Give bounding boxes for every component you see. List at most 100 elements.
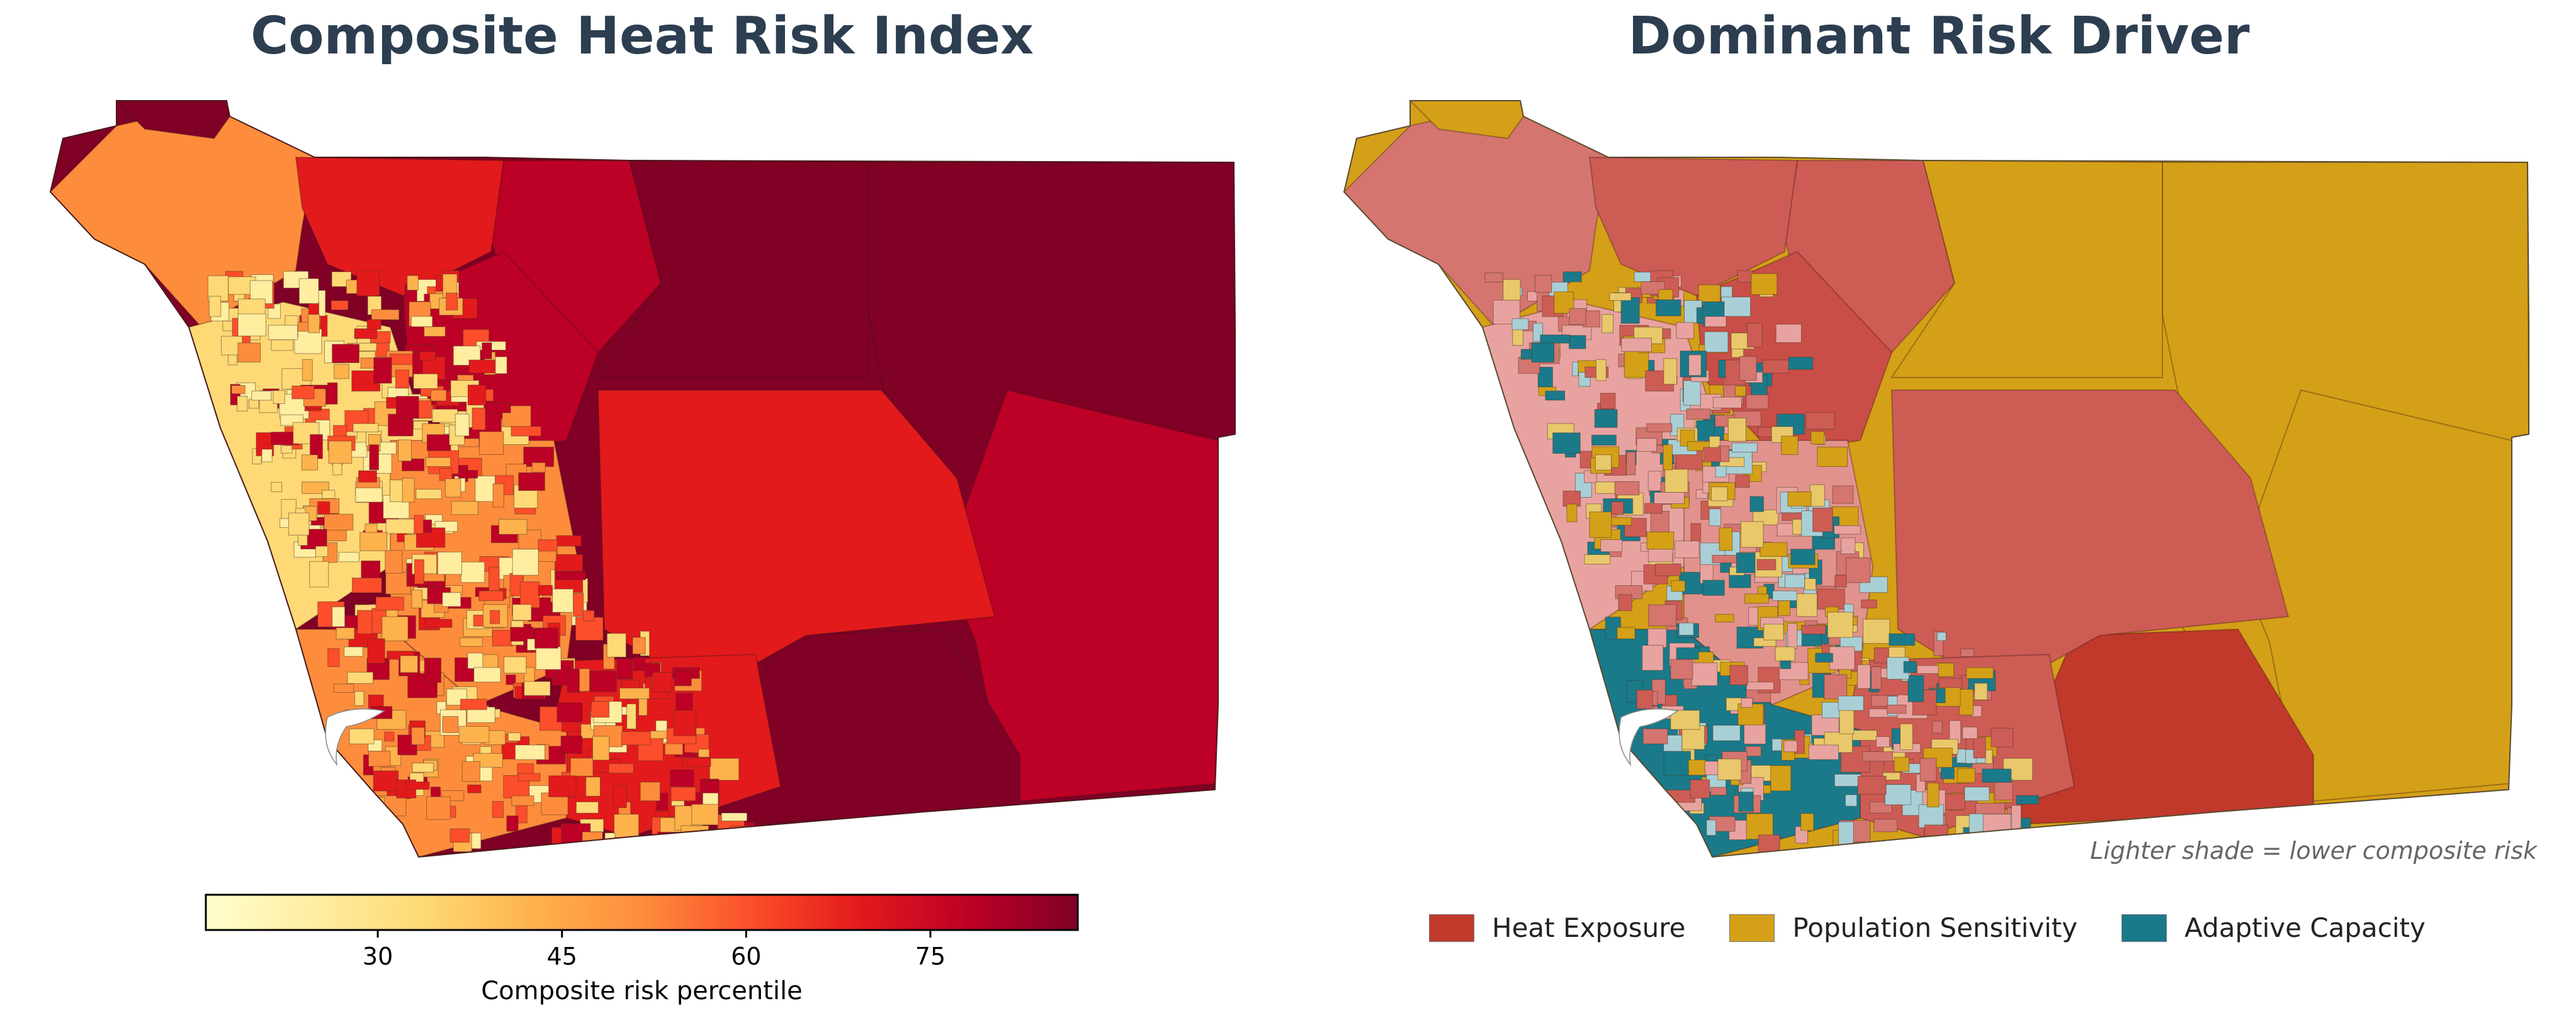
census-tract [352, 578, 382, 593]
census-tract [271, 339, 293, 351]
census-tract [534, 627, 558, 649]
census-tract [519, 581, 540, 608]
census-tract [467, 384, 487, 406]
census-tract [281, 445, 293, 454]
census-tract [426, 796, 451, 820]
census-tract [1957, 768, 1975, 783]
census-tract [492, 483, 504, 508]
census-tract [1678, 622, 1694, 636]
census-tract [721, 812, 748, 822]
map-region [1408, 101, 1525, 140]
census-tract [1808, 744, 1839, 760]
census-tract [674, 671, 692, 686]
census-tract [1832, 485, 1854, 504]
census-tract [632, 637, 646, 654]
census-tract [1589, 512, 1612, 538]
census-tract [333, 683, 354, 693]
census-tract [512, 604, 532, 621]
census-tract [415, 489, 442, 500]
census-tract [567, 668, 580, 693]
census-tract [1624, 351, 1649, 378]
census-tract [1617, 627, 1635, 639]
census-tract [1591, 434, 1617, 446]
census-tract [1841, 537, 1856, 554]
census-tract [1889, 633, 1916, 646]
county-border-left [49, 100, 1236, 858]
census-tract [1745, 746, 1761, 757]
census-tract [414, 515, 424, 534]
census-tract [1861, 599, 1877, 608]
census-tract [332, 344, 360, 364]
census-tract [1676, 322, 1695, 339]
census-tract [585, 776, 601, 797]
census-tract [709, 758, 740, 781]
census-tract [261, 449, 273, 462]
census-tract [616, 658, 633, 680]
census-tract [1527, 291, 1539, 301]
census-tract [1838, 695, 1864, 711]
census-tract [1783, 740, 1798, 753]
census-tract [1749, 496, 1764, 512]
census-tract [1531, 342, 1555, 363]
census-tract [619, 688, 650, 700]
census-tract [1863, 619, 1890, 644]
census-tract [472, 407, 486, 430]
census-tract [492, 630, 514, 647]
census-tract [1642, 728, 1668, 744]
colorbar-tick-label: 30 [363, 943, 393, 970]
census-tract [1620, 297, 1640, 324]
legend-swatch-heat-exposure [1429, 914, 1474, 942]
census-tract [1654, 491, 1685, 505]
census-tract [432, 408, 458, 423]
census-tract [1626, 451, 1636, 476]
census-tract [1918, 804, 1944, 828]
county-border-right [1343, 100, 2529, 858]
census-tract [1811, 431, 1825, 445]
census-tract [555, 554, 584, 572]
census-tract [1785, 574, 1805, 588]
census-tract [385, 571, 411, 595]
census-tract [1706, 819, 1717, 836]
census-tract [1817, 447, 1848, 467]
census-tract [1763, 624, 1784, 641]
census-tract [449, 828, 470, 843]
census-tract [395, 396, 419, 419]
census-tract [1614, 481, 1640, 496]
census-tract [385, 550, 403, 574]
census-tract [426, 457, 451, 467]
census-tract [1862, 751, 1893, 762]
census-tract [398, 439, 412, 462]
census-tract [473, 667, 501, 683]
census-tract [298, 278, 319, 304]
census-tract [467, 784, 482, 793]
census-tract [633, 657, 645, 671]
census-tract [670, 769, 694, 787]
census-tract [1772, 590, 1797, 602]
census-tract [560, 736, 582, 754]
census-tract [468, 359, 496, 374]
census-tract [1646, 423, 1673, 432]
census-tract [1676, 647, 1699, 660]
census-tract [327, 648, 340, 668]
census-tract [1839, 709, 1855, 734]
census-tract [518, 472, 545, 491]
census-tract [1715, 613, 1734, 623]
census-tract [288, 512, 310, 536]
census-tract [301, 454, 319, 471]
census-tract [1621, 337, 1652, 352]
census-tract [1875, 736, 1890, 748]
census-tract [492, 801, 504, 818]
census-tract [1834, 574, 1847, 588]
census-tract [424, 326, 446, 337]
colorbar-tick-label: 75 [915, 943, 946, 970]
census-tract [1917, 665, 1941, 674]
census-tract [1545, 390, 1566, 401]
census-tract [1663, 751, 1692, 776]
census-tract [2016, 795, 2039, 805]
census-tract [1824, 674, 1848, 700]
census-tract [1709, 508, 1722, 527]
census-tract [1636, 690, 1653, 709]
census-tract [1741, 697, 1753, 708]
legend-item-heat-exposure: Heat Exposure [1429, 912, 1685, 943]
